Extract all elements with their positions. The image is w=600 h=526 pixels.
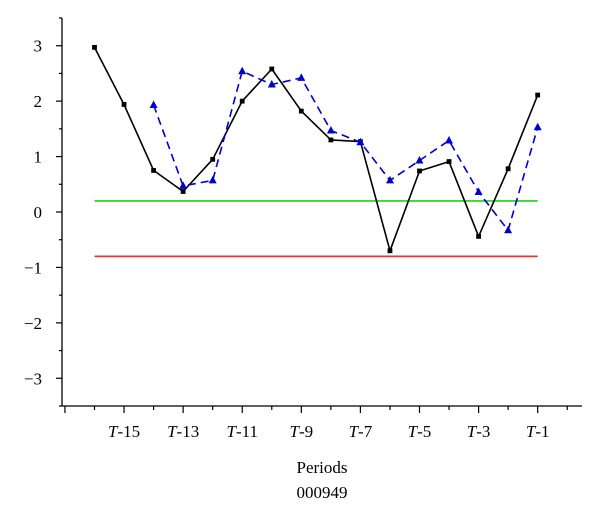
series-2-point <box>386 175 394 184</box>
series-2-point <box>504 225 513 234</box>
series-group <box>92 44 542 254</box>
x-tick-label: T-15 <box>108 422 140 441</box>
series-2-point <box>238 66 247 75</box>
series-2-point <box>326 126 335 134</box>
y-ticks: 3 2 1 0 −1 −2 −3 <box>24 17 62 407</box>
series-1-point <box>151 168 156 173</box>
series-1-point <box>180 189 186 194</box>
x-tick-label: T-9 <box>289 422 313 441</box>
series-1-point <box>446 159 452 164</box>
series-line-1 <box>93 47 539 252</box>
x-axis-title: Periods <box>297 458 348 477</box>
series-1-point <box>239 98 245 104</box>
y-tick-label: 0 <box>34 203 43 222</box>
series-2-point <box>445 136 453 144</box>
y-tick-label: −3 <box>24 369 42 388</box>
series-2-point <box>208 175 217 184</box>
x-tick-label: T-3 <box>467 422 491 441</box>
x-tick-label: T-1 <box>526 422 550 441</box>
series-2-point <box>267 80 276 88</box>
x-ticks: T-15 T-13 T-11 T-9 T-7 T-5 T-3 T-1 <box>64 406 568 441</box>
y-tick-label: −2 <box>24 314 42 333</box>
series-2-point <box>297 73 306 81</box>
x-tick-label: T-5 <box>408 422 432 441</box>
series-1-point <box>269 66 275 72</box>
y-tick-label: 3 <box>34 37 43 56</box>
axes <box>61 18 582 407</box>
series-1-point <box>535 92 541 98</box>
x-tick-label: T-13 <box>167 422 199 441</box>
series-2-point <box>179 181 188 189</box>
series-2-point <box>149 100 158 108</box>
series-1-point <box>92 44 97 50</box>
y-tick-label: 1 <box>34 148 43 167</box>
series-1-point <box>505 166 511 172</box>
series-1-point <box>476 233 481 239</box>
series-1-point <box>387 248 393 254</box>
series-2-point <box>533 122 542 131</box>
series-1-point <box>417 168 422 174</box>
y-tick-label: 2 <box>34 92 43 111</box>
series-1-point <box>298 108 304 114</box>
series-1-point <box>121 102 127 107</box>
series-2-point <box>474 187 483 195</box>
series-2-point <box>415 156 424 164</box>
series-1-point <box>328 137 334 143</box>
y-tick-label: −1 <box>24 258 42 277</box>
series-2-point <box>356 137 365 146</box>
x-tick-label: T-11 <box>226 422 258 441</box>
x-tick-label: T-7 <box>349 422 373 441</box>
figure-caption: 000949 <box>297 483 348 502</box>
reference-lines <box>94 200 538 258</box>
series-line-2 <box>152 70 539 232</box>
series-1-point <box>210 156 216 162</box>
